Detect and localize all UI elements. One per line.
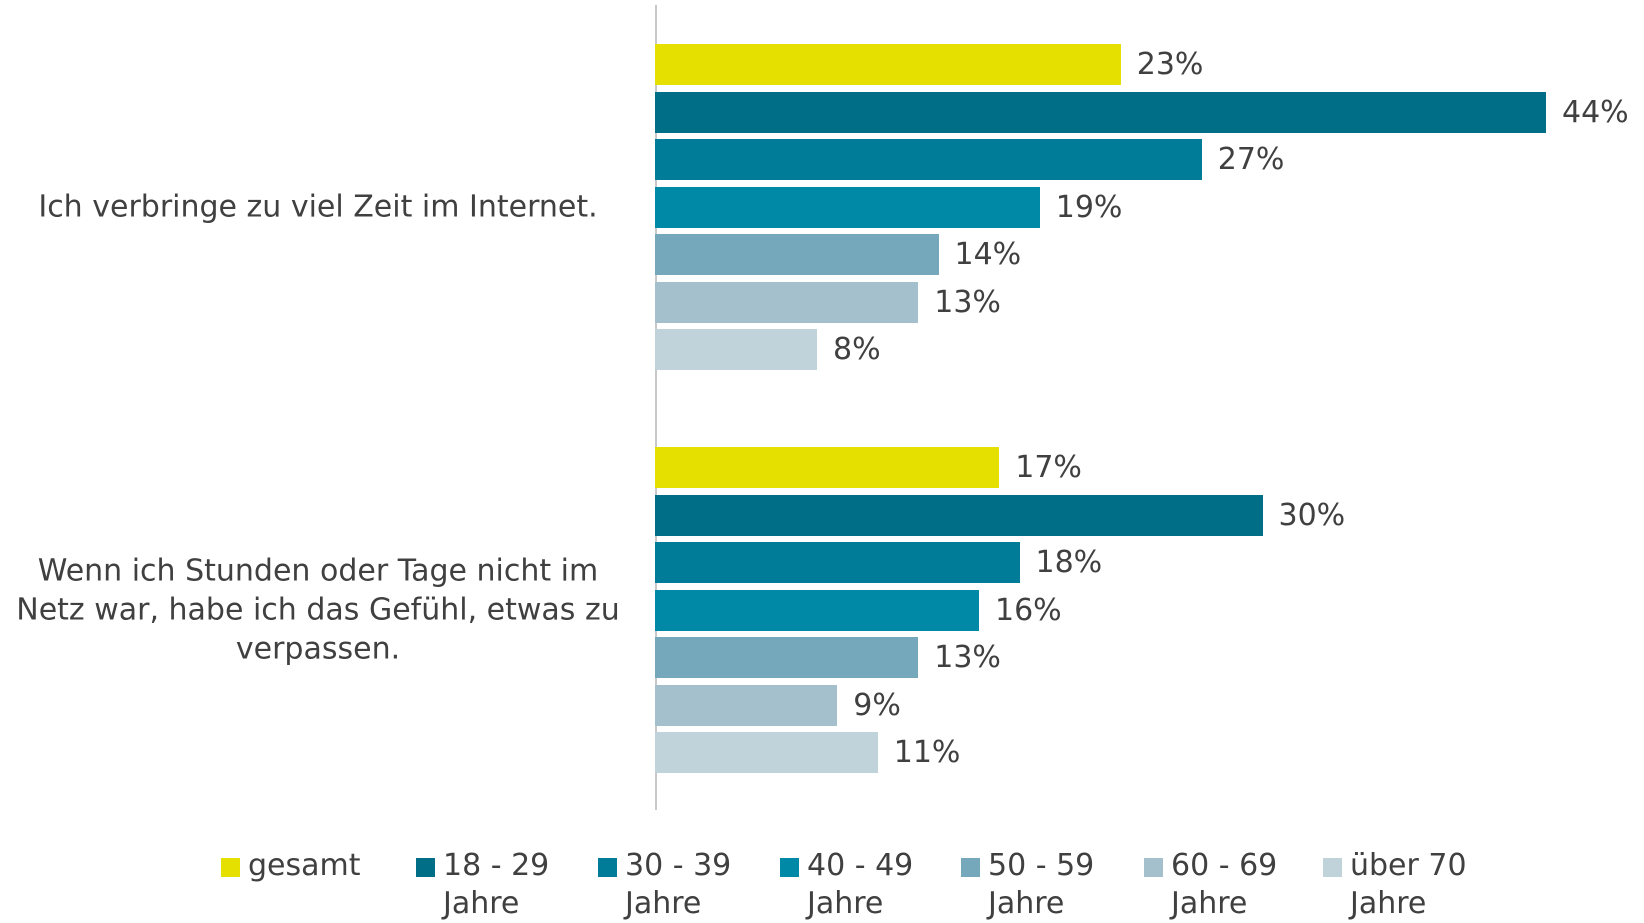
legend-label: 60 - 69 Jahre: [1171, 848, 1278, 921]
bar: [655, 494, 1263, 536]
value-label: 19%: [1055, 189, 1123, 225]
value-label: 14%: [954, 237, 1022, 272]
category-axis: [655, 5, 657, 810]
bar: [655, 91, 1546, 133]
value-label: 17%: [1015, 450, 1082, 485]
bar: [655, 281, 919, 323]
value-label: 16%: [995, 592, 1062, 628]
bar: [655, 186, 1040, 228]
legend-swatch: [221, 858, 240, 877]
value-label: 8%: [833, 332, 881, 367]
bar: [655, 329, 817, 370]
legend-label: über 70 Jahre: [1350, 848, 1467, 921]
legend-swatch: [780, 858, 799, 877]
category-label: Wenn ich Stunden oder Tage nicht im Netz…: [16, 553, 620, 667]
bar: [655, 684, 838, 726]
value-label: 27%: [1217, 142, 1285, 177]
legend-swatch: [1144, 858, 1163, 877]
legend-label: gesamt: [248, 848, 361, 883]
category-label: Ich verbringe zu viel Zeit im Internet.: [38, 189, 598, 225]
value-label: 9%: [853, 687, 901, 723]
value-label: 13%: [934, 640, 1001, 675]
value-label: 13%: [934, 284, 1001, 320]
legend-label: 50 - 59 Jahre: [988, 848, 1095, 921]
bar: [655, 447, 1000, 488]
bar: [655, 234, 939, 275]
bar: [655, 637, 919, 678]
legend-label: 40 - 49 Jahre: [807, 848, 914, 921]
legend-label: 18 - 29 Jahre: [443, 848, 550, 921]
value-label: 18%: [1035, 545, 1103, 580]
bar: [655, 589, 979, 631]
value-label: 30%: [1278, 497, 1346, 533]
value-label: 44%: [1562, 94, 1629, 130]
bar: [655, 732, 878, 773]
legend-swatch: [961, 858, 980, 877]
value-label: 23%: [1136, 47, 1204, 82]
bar: [655, 542, 1020, 583]
value-label: 11%: [893, 735, 961, 770]
legend-label: 30 - 39 Jahre: [625, 848, 732, 921]
legend-swatch: [598, 858, 617, 877]
legend-swatch: [1323, 858, 1342, 877]
bar: [655, 139, 1202, 180]
bar: [655, 44, 1121, 85]
legend-swatch: [416, 858, 435, 877]
